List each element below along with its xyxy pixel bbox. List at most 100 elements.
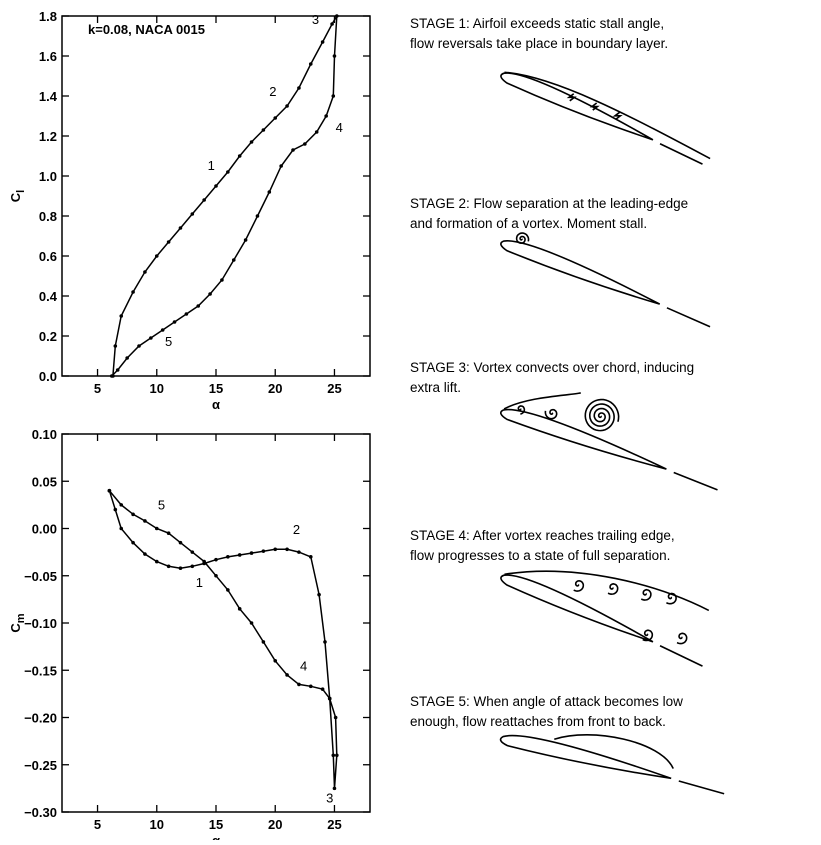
- stage-text: extra lift.: [410, 380, 461, 395]
- airfoil: [499, 734, 672, 780]
- eddy: [666, 592, 677, 605]
- data-point: [237, 553, 242, 557]
- y-label-sub: m: [15, 613, 27, 623]
- y-tick-label: −0.15: [24, 663, 57, 678]
- data-point: [297, 550, 301, 554]
- stage-number: 5: [165, 334, 172, 349]
- y-tick-label: −0.05: [24, 569, 57, 584]
- shear: [504, 570, 710, 612]
- vortex: [584, 398, 620, 432]
- boundary: [504, 71, 711, 160]
- y-tick-label: 1.6: [39, 49, 57, 64]
- y-axis-label: Cm: [8, 613, 27, 632]
- data-point: [166, 240, 171, 244]
- y-label-main: C: [8, 192, 23, 202]
- x-tick-label: 25: [327, 817, 341, 832]
- note: k=0.08, NACA 0015: [88, 22, 205, 37]
- stage-number: 2: [293, 522, 300, 537]
- data-point: [308, 555, 313, 559]
- x-tick-label: 10: [150, 381, 164, 396]
- y-tick-label: 0.05: [32, 474, 57, 489]
- airfoil: [500, 240, 661, 305]
- eddy: [676, 632, 688, 645]
- data-point: [231, 258, 236, 262]
- stage-number: 3: [326, 791, 333, 806]
- y-tick-label: 1.4: [39, 89, 58, 104]
- data-point: [303, 142, 307, 146]
- data-point: [143, 519, 147, 523]
- vortex: [517, 405, 526, 415]
- eddy: [607, 583, 619, 595]
- x-tick-label: 15: [209, 817, 223, 832]
- reversal: [612, 111, 623, 120]
- data-point: [237, 154, 242, 158]
- x-tick-label: 20: [268, 381, 282, 396]
- eddy: [573, 579, 585, 592]
- stage-number: 5: [158, 498, 165, 513]
- data-point: [190, 564, 195, 569]
- y-tick-label: 1.8: [39, 9, 57, 24]
- x-tick-label: 25: [327, 381, 341, 396]
- stage-number: 1: [208, 158, 215, 173]
- data-point: [226, 170, 230, 174]
- data-point: [314, 130, 319, 134]
- data-point: [131, 290, 135, 294]
- data-point: [267, 190, 272, 194]
- stage-text: enough, flow reattaches from front to ba…: [410, 714, 666, 729]
- wake: [659, 645, 703, 667]
- stage: STAGE 1: Airfoil exceeds static stall an…: [410, 16, 711, 165]
- data-point: [255, 214, 260, 218]
- data-point: [331, 94, 336, 98]
- x-tick-label: 20: [268, 817, 282, 832]
- stage-text: flow reversals take place in boundary la…: [410, 36, 668, 51]
- data-point: [125, 356, 129, 360]
- data-point: [154, 526, 159, 531]
- stage: STAGE 2: Flow separation at the leading-…: [410, 196, 711, 328]
- y-tick-label: −0.20: [24, 711, 57, 726]
- data-point: [323, 640, 327, 644]
- eddy: [640, 588, 652, 601]
- data-point: [279, 164, 283, 168]
- data-point: [119, 503, 124, 507]
- data-point: [208, 292, 212, 296]
- data-point: [178, 566, 183, 570]
- data-point: [261, 640, 266, 644]
- data-point: [202, 198, 206, 202]
- data-point: [335, 14, 339, 18]
- vortex: [515, 232, 530, 245]
- y-tick-label: 0.8: [39, 209, 57, 224]
- data-point: [113, 344, 118, 348]
- data-point: [317, 592, 321, 597]
- x-tick-label: 15: [209, 381, 223, 396]
- y-tick-label: 0.00: [32, 522, 57, 537]
- data-point: [320, 687, 325, 691]
- wake: [678, 780, 725, 795]
- airfoil: [500, 72, 654, 141]
- stage-text: STAGE 1: Airfoil exceeds static stall an…: [410, 16, 664, 31]
- wake: [659, 143, 703, 165]
- data-point: [249, 621, 254, 625]
- data-point: [237, 607, 242, 611]
- data-point: [131, 512, 135, 517]
- stages: STAGE 1: Airfoil exceeds static stall an…: [410, 16, 725, 795]
- data-point: [308, 684, 313, 689]
- data-point: [249, 551, 254, 555]
- data-point: [143, 552, 147, 556]
- y-tick-label: 0.10: [32, 427, 57, 442]
- data-point: [154, 254, 159, 258]
- y-tick-label: −0.30: [24, 805, 57, 820]
- y-tick-label: 1.2: [39, 129, 57, 144]
- y-tick-label: −0.10: [24, 616, 57, 631]
- data-point: [107, 488, 112, 493]
- shear: [554, 734, 674, 769]
- stage-number: 4: [336, 120, 343, 135]
- plots: 5 10 15 20 250.00.20.40.60.81.01.21.41.61.8α…: [8, 9, 371, 845]
- data-point: [226, 555, 230, 559]
- stage-text: STAGE 5: When angle of attack becomes lo…: [410, 694, 683, 709]
- eddy: [642, 629, 654, 642]
- x-axis-label: α: [212, 833, 220, 840]
- y-tick-label: 0.0: [39, 369, 57, 384]
- stage-text: STAGE 2: Flow separation at the leading-…: [410, 196, 688, 211]
- data-point: [226, 588, 230, 592]
- airfoil: [500, 574, 654, 643]
